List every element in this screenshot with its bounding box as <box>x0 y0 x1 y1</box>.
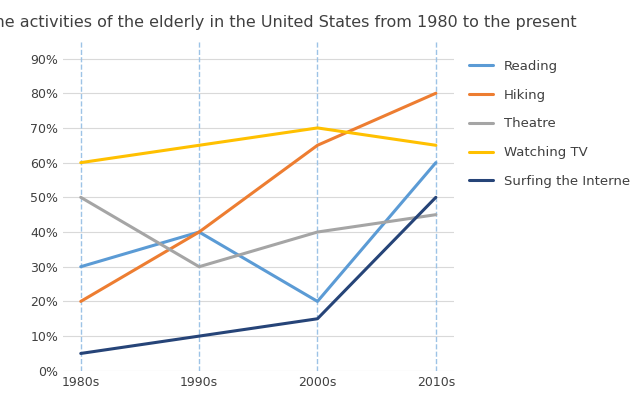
Line: Reading: Reading <box>81 163 436 302</box>
Line: Theatre: Theatre <box>81 197 436 267</box>
Hiking <box>77 299 84 304</box>
Theatre <box>77 195 84 200</box>
Watching TV <box>432 143 440 148</box>
Theatre <box>195 264 203 269</box>
Line: Watching TV: Watching TV <box>81 128 436 163</box>
Hiking <box>195 229 203 234</box>
Title: Free time activities of the elderly in the United States from 1980 to the presen: Free time activities of the elderly in t… <box>0 15 577 30</box>
Watching TV <box>314 126 321 131</box>
Surfing the Internet <box>195 334 203 339</box>
Hiking <box>432 91 440 96</box>
Legend: Reading, Hiking, Theatre, Watching TV, Surfing the Internet: Reading, Hiking, Theatre, Watching TV, S… <box>464 54 630 193</box>
Reading <box>432 160 440 165</box>
Line: Hiking: Hiking <box>81 93 436 302</box>
Watching TV <box>77 160 84 165</box>
Surfing the Internet <box>432 195 440 200</box>
Reading <box>195 229 203 234</box>
Surfing the Internet <box>314 316 321 321</box>
Reading <box>77 264 84 269</box>
Theatre <box>314 229 321 234</box>
Watching TV <box>195 143 203 148</box>
Hiking <box>314 143 321 148</box>
Line: Surfing the Internet: Surfing the Internet <box>81 197 436 353</box>
Theatre <box>432 212 440 217</box>
Reading <box>314 299 321 304</box>
Surfing the Internet <box>77 351 84 356</box>
